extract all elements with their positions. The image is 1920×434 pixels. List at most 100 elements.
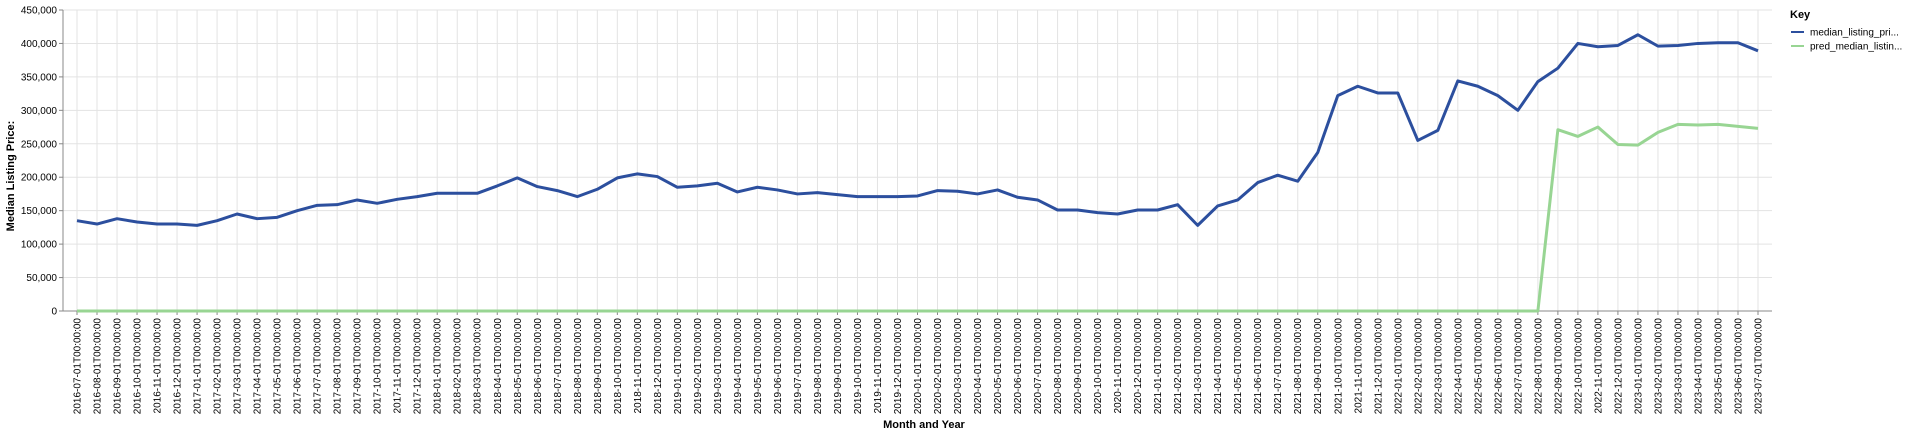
x-tick-label: 2016-09-01T00:00:00 [113, 318, 124, 415]
x-tick-label: 2021-02-01T00:00:00 [1173, 318, 1184, 415]
x-tick-label: 2018-12-01T00:00:00 [653, 318, 664, 415]
x-tick-label: 2017-12-01T00:00:00 [413, 318, 424, 415]
y-tick-label: 250,000 [21, 139, 58, 150]
x-tick-label: 2020-11-01T00:00:00 [1113, 318, 1124, 414]
x-tick-label: 2020-01-01T00:00:00 [913, 318, 924, 415]
x-tick-label: 2018-02-01T00:00:00 [453, 318, 464, 415]
x-tick-label: 2023-02-01T00:00:00 [1653, 318, 1664, 415]
x-tick-label: 2016-07-01T00:00:00 [73, 318, 84, 415]
x-tick-label: 2022-06-01T00:00:00 [1493, 318, 1504, 415]
x-axis-title: Month and Year [883, 419, 965, 431]
x-tick-label: 2021-05-01T00:00:00 [1233, 318, 1244, 415]
x-tick-label: 2019-12-01T00:00:00 [893, 318, 904, 415]
series-line-median-listing-pri [76, 33, 1759, 227]
x-tick-label: 2017-11-01T00:00:00 [393, 318, 404, 414]
x-tick-label: 2021-12-01T00:00:00 [1373, 318, 1384, 415]
x-tick-label: 2022-09-01T00:00:00 [1553, 318, 1564, 415]
y-tick-label: 200,000 [21, 173, 58, 184]
y-tick-label: 100,000 [21, 240, 58, 251]
x-tick-label: 2022-11-01T00:00:00 [1593, 318, 1604, 414]
series-layer [76, 33, 1759, 313]
x-tick-label: 2021-03-01T00:00:00 [1193, 318, 1204, 415]
x-tick-label: 2016-08-01T00:00:00 [93, 318, 104, 415]
x-tick-label: 2021-04-01T00:00:00 [1213, 318, 1224, 415]
x-tick-label: 2021-10-01T00:00:00 [1333, 318, 1344, 415]
x-tick-label: 2020-12-01T00:00:00 [1133, 318, 1144, 415]
y-tick-label: 300,000 [21, 106, 58, 117]
x-tick-label: 2017-01-01T00:00:00 [193, 318, 204, 415]
x-tick-label: 2020-04-01T00:00:00 [973, 318, 984, 415]
x-tick-label: 2019-04-01T00:00:00 [733, 318, 744, 415]
x-tick-label: 2017-09-01T00:00:00 [353, 318, 364, 415]
x-tick-label: 2020-06-01T00:00:00 [1013, 318, 1024, 415]
x-tick-label: 2021-09-01T00:00:00 [1313, 318, 1324, 415]
y-tick-label: 50,000 [26, 273, 57, 284]
legend-title: Key [1790, 9, 1811, 21]
x-tick-label: 2019-02-01T00:00:00 [693, 318, 704, 415]
x-tick-label: 2017-02-01T00:00:00 [213, 318, 224, 415]
x-tick-label: 2018-04-01T00:00:00 [493, 318, 504, 415]
x-tick-label: 2021-11-01T00:00:00 [1353, 318, 1364, 414]
x-tick-label: 2018-07-01T00:00:00 [553, 318, 564, 415]
y-tick-label: 450,000 [21, 6, 58, 17]
x-tick-label: 2022-07-01T00:00:00 [1513, 318, 1524, 415]
x-tick-label: 2019-05-01T00:00:00 [753, 318, 764, 415]
y-tick-label: 350,000 [21, 72, 58, 83]
y-axis: 0 50,000 100,000 150,000 200,000 250,000 300,0… [21, 6, 64, 318]
x-tick-label: 2020-03-01T00:00:00 [953, 318, 964, 415]
x-tick-label: 2023-05-01T00:00:00 [1713, 318, 1724, 415]
legend-label: median_listing_pri... [1810, 28, 1899, 39]
x-tick-label: 2018-05-01T00:00:00 [513, 318, 524, 415]
x-tick-label: 2022-10-01T00:00:00 [1573, 318, 1584, 415]
x-tick-label: 2023-01-01T00:00:00 [1633, 318, 1644, 415]
x-tick-label: 2022-12-01T00:00:00 [1613, 318, 1624, 415]
y-axis-title: Median Listing Price: [5, 121, 17, 232]
x-tick-label: 2018-10-01T00:00:00 [613, 318, 624, 415]
x-tick-label: 2022-02-01T00:00:00 [1413, 318, 1424, 415]
x-tick-label: 2019-10-01T00:00:00 [853, 318, 864, 415]
x-tick-label: 2018-09-01T00:00:00 [593, 318, 604, 415]
x-tick-label: 2017-03-01T00:00:00 [233, 318, 244, 415]
x-tick-label: 2021-01-01T00:00:00 [1153, 318, 1164, 415]
y-tick-label: 0 [51, 307, 57, 318]
x-tick-label: 2021-07-01T00:00:00 [1273, 318, 1284, 415]
x-tick-label: 2021-08-01T00:00:00 [1293, 318, 1304, 415]
x-tick-label: 2020-05-01T00:00:00 [993, 318, 1004, 415]
x-tick-label: 2017-04-01T00:00:00 [253, 318, 264, 415]
legend-label: pred_median_listin... [1810, 42, 1902, 53]
x-tick-label: 2020-02-01T00:00:00 [933, 318, 944, 415]
x-tick-label: 2022-04-01T00:00:00 [1453, 318, 1464, 415]
x-axis: 2016-07-01T00:00:00 2016-08-01T00:00:00 20… [63, 310, 1772, 415]
x-tick-label: 2020-08-01T00:00:00 [1053, 318, 1064, 415]
x-tick-label: 2023-06-01T00:00:00 [1733, 318, 1744, 415]
x-tick-label: 2016-10-01T00:00:00 [133, 318, 144, 415]
gridlines [63, 9, 1772, 312]
x-tick-label: 2017-10-01T00:00:00 [373, 318, 384, 415]
x-tick-label: 2016-11-01T00:00:00 [153, 318, 164, 414]
x-tick-label: 2023-07-01T00:00:00 [1754, 318, 1765, 415]
x-tick-label: 2019-06-01T00:00:00 [773, 318, 784, 415]
x-tick-label: 2019-07-01T00:00:00 [793, 318, 804, 415]
x-tick-label: 2022-05-01T00:00:00 [1473, 318, 1484, 415]
x-tick-label: 2019-01-01T00:00:00 [673, 318, 684, 415]
x-tick-label: 2020-07-01T00:00:00 [1033, 318, 1044, 415]
x-tick-label: 2023-03-01T00:00:00 [1673, 318, 1684, 415]
x-tick-label: 2019-09-01T00:00:00 [833, 318, 844, 415]
x-tick-label: 2016-12-01T00:00:00 [173, 318, 184, 415]
x-tick-label: 2023-04-01T00:00:00 [1693, 318, 1704, 415]
x-tick-label: 2019-08-01T00:00:00 [813, 318, 824, 415]
x-tick-label: 2022-03-01T00:00:00 [1433, 318, 1444, 415]
x-tick-label: 2017-05-01T00:00:00 [273, 318, 284, 415]
x-tick-label: 2018-11-01T00:00:00 [633, 318, 644, 414]
y-tick-label: 400,000 [21, 39, 58, 50]
x-tick-label: 2018-01-01T00:00:00 [433, 318, 444, 415]
x-tick-label: 2022-01-01T00:00:00 [1393, 318, 1404, 415]
y-tick-label: 150,000 [21, 206, 58, 217]
x-tick-label: 2020-10-01T00:00:00 [1093, 318, 1104, 415]
x-tick-label: 2021-06-01T00:00:00 [1253, 318, 1264, 415]
x-tick-label: 2017-08-01T00:00:00 [333, 318, 344, 415]
x-tick-label: 2018-03-01T00:00:00 [473, 318, 484, 415]
legend: Key median_listing_pri... pred_median_lis… [1790, 9, 1902, 53]
x-tick-label: 2022-08-01T00:00:00 [1533, 318, 1544, 415]
